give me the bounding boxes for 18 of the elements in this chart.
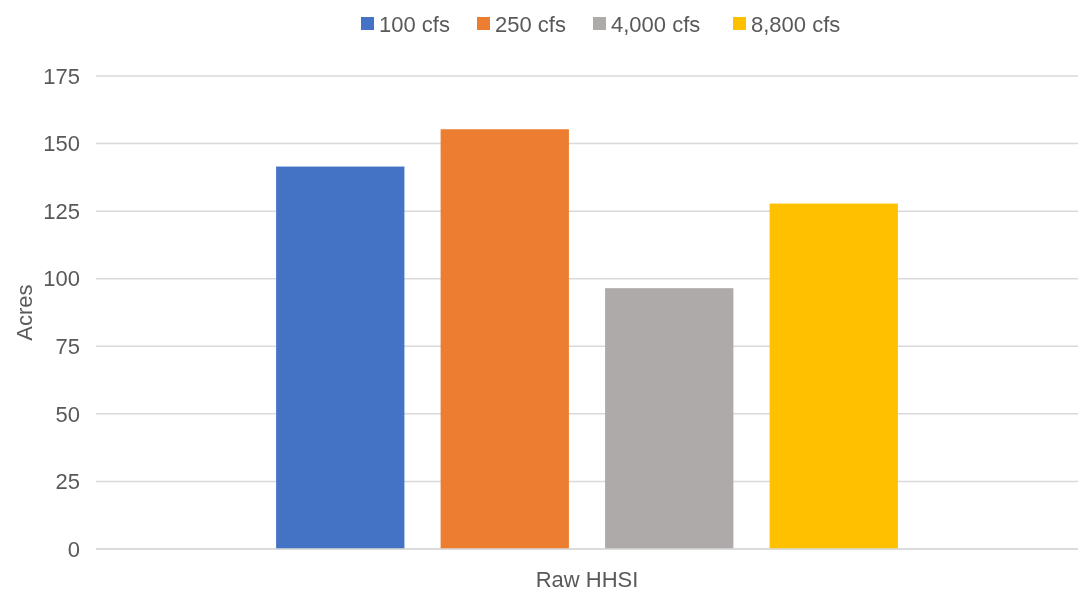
legend-label: 4,000 cfs [611,11,701,37]
y-tick-label: 75 [55,333,80,359]
bar [605,288,734,549]
y-tick-label: 125 [43,198,80,224]
bar [276,166,405,549]
y-tick-label: 100 [43,266,80,292]
x-tick-label: Raw HHSI [535,567,639,592]
legend-label: 100 cfs [379,11,450,37]
y-tick-label: 50 [55,401,80,427]
bar [769,203,898,549]
y-tick-label: 0 [67,536,80,562]
y-tick-label: 175 [43,63,80,89]
y-tick-label: 150 [43,131,80,157]
legend-label: 250 cfs [495,11,566,37]
bar [440,129,569,549]
legend-label: 8,800 cfs [751,11,841,37]
y-tick-label: 25 [55,469,80,495]
y-axis-title: Acres [12,284,37,341]
